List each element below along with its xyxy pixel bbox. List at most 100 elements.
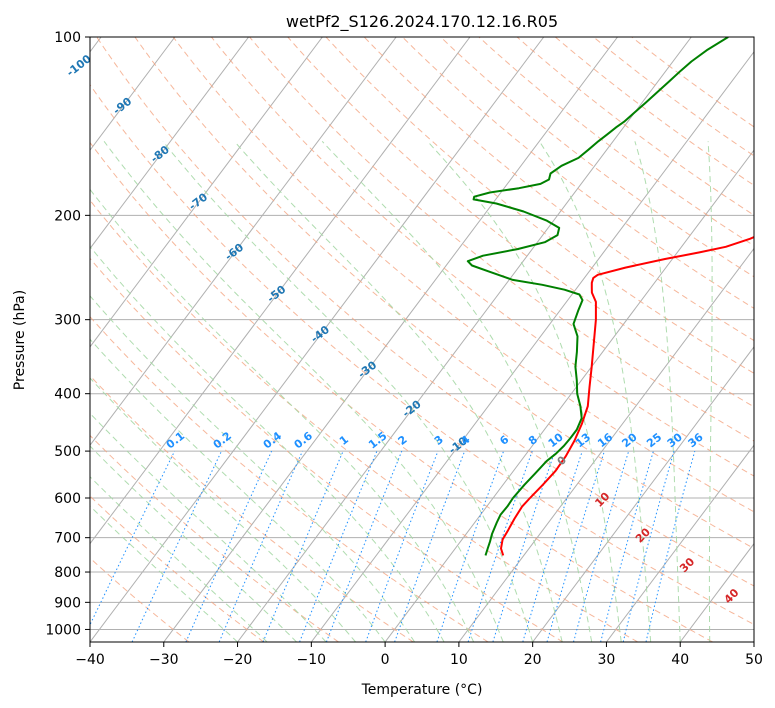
- dewpoint-line: [466, 37, 729, 556]
- mixing-ratio-label: 3: [432, 433, 446, 448]
- isotherm-line: [163, 37, 618, 642]
- x-tick-label: −20: [223, 652, 253, 668]
- moist-adiabat-line: [90, 245, 445, 642]
- dry-adiabat-line: [287, 37, 754, 408]
- moist-adiabat-line: [90, 377, 356, 642]
- dry-adiabat-line: [90, 315, 489, 642]
- moist-adiabat-line: [90, 445, 297, 642]
- x-tick-label: 40: [671, 652, 689, 668]
- isotherm-line: [753, 641, 754, 642]
- mixing-ratio-line: [522, 450, 583, 642]
- isotherm-label: -20: [400, 397, 424, 420]
- x-tick-label: −30: [149, 652, 179, 668]
- mixing-ratio-line: [218, 450, 303, 642]
- x-tick-label: −10: [297, 652, 327, 668]
- line-labels: -100-90-80-70-60-50-40-30-20-100.1 0.2 0.4…: [64, 52, 742, 606]
- axis-ticks: −40 −30 −20 −10 0 10 20 30 40 5010020030040050060…: [45, 30, 763, 668]
- mixing-ratio-label: 1.5: [366, 429, 389, 451]
- x-tick-label: 10: [450, 652, 468, 668]
- dry-adiabat-line: [211, 37, 754, 477]
- isotherm-line: [90, 37, 323, 348]
- background-lines: [90, 37, 754, 642]
- dry-adiabat-line: [96, 37, 754, 587]
- x-tick-label: 30: [598, 652, 616, 668]
- mixing-ratio-line: [436, 450, 505, 642]
- dry-adiabat-line: [554, 37, 754, 186]
- mixing-ratio-label: 0.6: [292, 429, 316, 451]
- mixing-ratio-line: [645, 450, 696, 642]
- mixing-ratio-line: [262, 450, 344, 642]
- moist-adiabat-line: [103, 141, 504, 642]
- mixing-ratio-line: [600, 450, 654, 642]
- y-tick-label: 600: [54, 491, 81, 507]
- x-tick-label: 0: [381, 652, 390, 668]
- dry-adiabat-line: [90, 199, 639, 642]
- mixing-ratio-line: [299, 450, 378, 642]
- moist-adiabat-line: [234, 140, 563, 642]
- moist-adiabat-line: [321, 140, 593, 642]
- dry-adiabat-line: [172, 37, 754, 513]
- mixing-ratio-label: 8: [526, 433, 540, 448]
- dry-adiabat-line: [90, 557, 190, 642]
- dry-adiabat-line: [90, 141, 713, 642]
- isotherm-line: [90, 37, 545, 642]
- series-lines: [466, 37, 754, 556]
- dry-adiabat-line: [478, 37, 754, 247]
- plot-frame: [89, 36, 755, 643]
- isotherm-label: -80: [148, 143, 172, 166]
- dry-adiabat-line: [90, 257, 564, 642]
- moist-adiabat-label: 20: [633, 525, 653, 545]
- x-tick-label: −40: [75, 652, 105, 668]
- mixing-ratio-line: [573, 450, 630, 642]
- isotherm-line: [90, 37, 397, 447]
- mixing-ratio-label: 16: [595, 430, 615, 450]
- moist-adiabat-line: [90, 476, 268, 642]
- moist-adiabat-label: 40: [722, 586, 742, 606]
- moist-adiabat-line: [90, 338, 386, 642]
- dry-adiabat-line: [90, 83, 754, 625]
- y-tick-label: 500: [54, 444, 81, 460]
- mixing-ratio-label: 0.2: [211, 429, 234, 451]
- isotherm-line: [384, 149, 754, 642]
- y-tick-label: 200: [54, 208, 81, 224]
- mixing-ratio-line: [492, 450, 556, 642]
- moist-adiabat-line: [162, 140, 534, 642]
- isotherm-line: [532, 346, 754, 642]
- y-tick-label: 1000: [45, 622, 81, 638]
- y-tick-label: 300: [54, 313, 81, 329]
- mixing-ratio-line: [394, 450, 466, 642]
- moist-adiabat-line: [707, 141, 713, 642]
- y-axis-label: Pressure (hPa): [12, 290, 28, 390]
- moist-adiabat-line: [90, 412, 327, 642]
- mixing-ratio-line: [546, 450, 605, 642]
- moist-adiabat-line: [634, 141, 681, 642]
- isotherm-line: [679, 542, 754, 642]
- moist-adiabat-line: [427, 140, 622, 642]
- chart-title: wetPf2_S126.2024.170.12.16.R05: [286, 12, 558, 32]
- mixing-ratio-label: 25: [644, 431, 664, 451]
- moist-adiabat-line: [538, 141, 652, 642]
- dry-adiabat-line: [363, 37, 754, 342]
- mixing-ratio-line: [185, 450, 273, 642]
- mixing-ratio-label: 1: [337, 433, 351, 448]
- isotherm-line: [90, 37, 176, 151]
- y-tick-label: 800: [54, 565, 81, 581]
- y-tick-label: 100: [54, 30, 81, 46]
- isotherm-label: -90: [111, 95, 135, 118]
- isotherm-label: -50: [265, 283, 289, 306]
- temperature-line: [500, 235, 754, 556]
- moist-adiabat-line: [90, 505, 238, 642]
- mixing-ratio-line: [325, 450, 403, 642]
- moist-adiabat-line: [90, 188, 475, 642]
- isotherm-line: [90, 37, 250, 250]
- isotherm-label: -30: [356, 358, 380, 381]
- mixing-ratio-label: 2: [396, 433, 410, 448]
- mixing-ratio-line: [365, 450, 439, 642]
- y-tick-label: 700: [54, 531, 81, 547]
- isotherm-line: [606, 444, 754, 642]
- y-tick-label: 400: [54, 387, 81, 403]
- mixing-ratio-label: 6: [497, 433, 511, 448]
- dry-adiabat-line: [134, 37, 754, 550]
- mixing-ratio-line: [90, 450, 176, 626]
- dry-adiabat-line: [325, 37, 754, 374]
